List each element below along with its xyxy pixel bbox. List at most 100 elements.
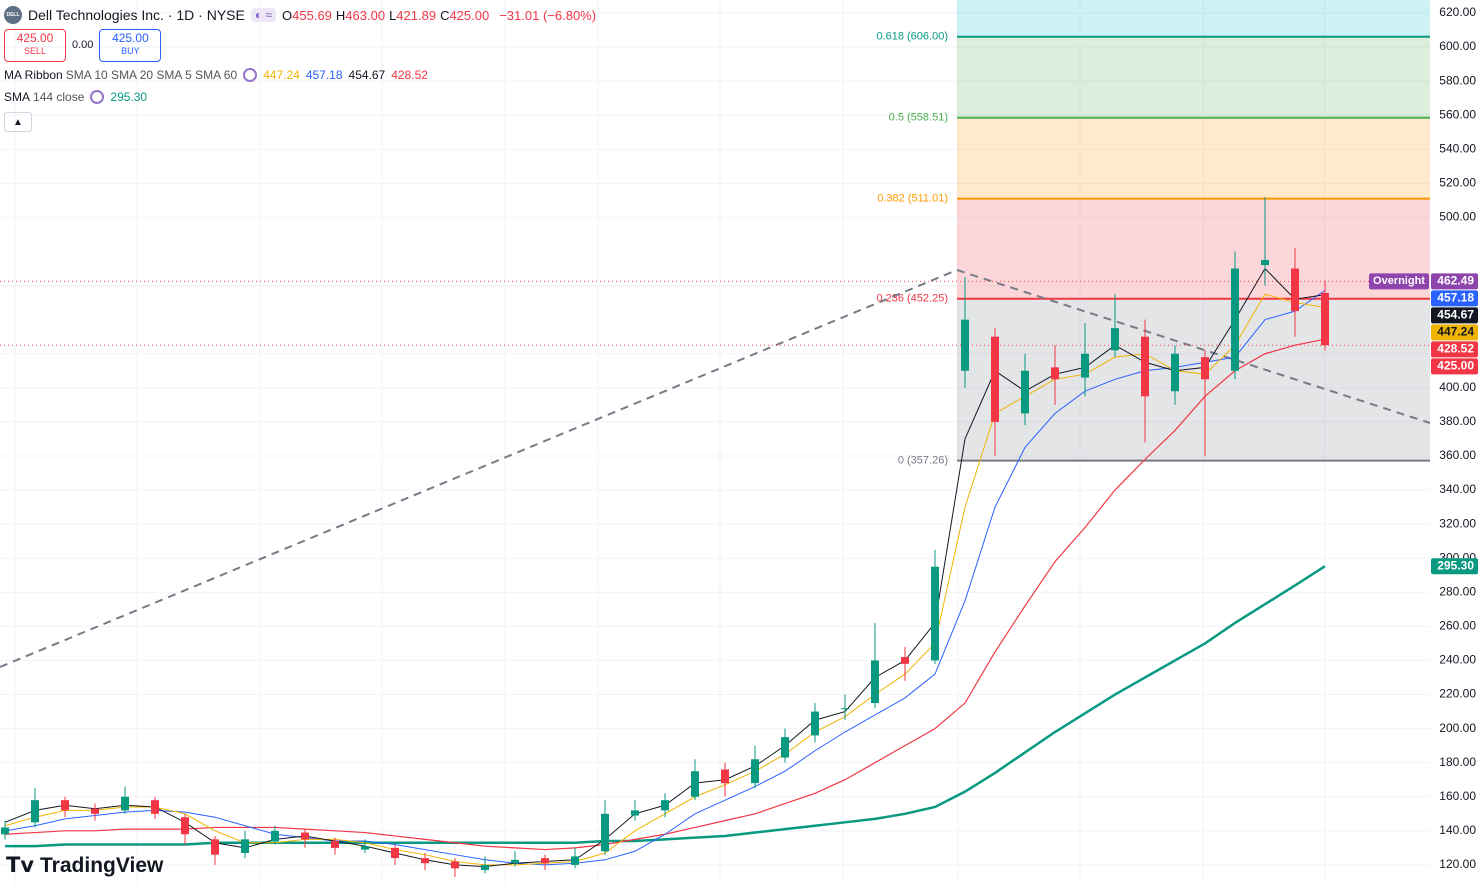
candle-body — [31, 800, 39, 823]
candle-body — [241, 839, 249, 853]
candle-body — [751, 759, 759, 784]
fib-label: 0.236 (452.25) — [876, 293, 948, 305]
candle-body — [661, 800, 669, 811]
spread: 0.00 — [72, 39, 94, 51]
indicator-value: 454.67 — [348, 68, 386, 82]
price-badge — [1431, 273, 1478, 290]
candle-body — [1141, 336, 1149, 397]
price-badge-label: 454.67 — [1437, 308, 1474, 322]
indicator-value: 447.24 — [263, 68, 300, 82]
ohlc-value: 463.00 — [345, 7, 386, 23]
candle-body — [781, 737, 789, 758]
indicator-name: SMA — [4, 90, 31, 104]
y-tick-label: 240.00 — [1439, 653, 1476, 667]
price-badge-label: 457.18 — [1437, 291, 1474, 305]
buy-button[interactable]: 425.00 BUY — [99, 28, 162, 62]
buy-label: BUY — [121, 46, 140, 56]
ohlc-key: L — [389, 7, 397, 23]
y-tick-label: 380.00 — [1439, 414, 1476, 428]
candle-body — [901, 657, 909, 664]
indicator-icon — [243, 68, 258, 82]
y-tick-label: 260.00 — [1439, 619, 1476, 633]
candle-body — [391, 847, 399, 859]
price-badge — [1431, 558, 1478, 575]
y-tick-label: 160.00 — [1439, 789, 1476, 803]
ma-line — [5, 565, 1326, 848]
symbol-row: DELL Dell Technologies Inc. · 1D · NYSE … — [4, 4, 596, 26]
candle-body — [811, 711, 819, 736]
brand-icon: 𝗧𝘃 — [6, 854, 35, 877]
candle-body — [1111, 328, 1119, 351]
buy-price: 425.00 — [112, 31, 149, 45]
change: −31.01 (−6.80%) — [499, 7, 597, 23]
candle-body — [1261, 260, 1269, 266]
y-tick-label: 600.00 — [1439, 39, 1476, 53]
price-badge — [1431, 341, 1478, 358]
y-tick-label: 340.00 — [1439, 482, 1476, 496]
badge-tag — [1369, 273, 1429, 290]
y-tick-label: 320.00 — [1439, 516, 1476, 530]
y-tick-label: 520.00 — [1439, 176, 1476, 190]
candle-body — [361, 846, 369, 850]
collapse-button[interactable]: ▲ — [4, 112, 32, 132]
candle-body — [511, 859, 519, 864]
y-tick-label: 500.00 — [1439, 210, 1476, 224]
ohlc-key: C — [440, 7, 450, 23]
candle-body — [1021, 370, 1029, 414]
candle-body — [961, 319, 969, 371]
indicator-row: SMA 144 close 295.30 — [4, 86, 596, 108]
trend-line — [0, 269, 958, 668]
y-tick-label: 200.00 — [1439, 721, 1476, 735]
y-tick-label: 140.00 — [1439, 823, 1476, 837]
price-badge — [1431, 324, 1478, 341]
sell-button[interactable]: 425.00 SELL — [4, 28, 66, 62]
price-badge — [1431, 290, 1478, 307]
indicator-row: MA Ribbon SMA 10 SMA 20 SMA 5 SMA 60 447.2… — [4, 64, 596, 86]
candle-body — [181, 817, 189, 835]
brand: 𝗧𝘃 TradingView — [6, 853, 163, 878]
trade-row: 425.00 SELL 0.00 425.00 BUY — [4, 26, 596, 64]
candle-body — [691, 771, 699, 797]
y-tick-label: 580.00 — [1439, 73, 1476, 87]
price-badge-label: 462.49 — [1437, 274, 1474, 288]
indicator-icon — [90, 90, 105, 104]
candle-body — [421, 858, 429, 864]
fib-label: 0.382 (511.01) — [877, 193, 948, 205]
fib-band — [957, 298, 1430, 461]
candle-body — [1171, 353, 1179, 392]
candle-body — [871, 660, 879, 704]
candle-body — [481, 864, 489, 871]
ohlc-key: O — [282, 7, 293, 23]
y-tick-label: 180.00 — [1439, 755, 1476, 769]
legend: DELL Dell Technologies Inc. · 1D · NYSE … — [4, 4, 596, 132]
sell-price: 425.00 — [16, 31, 54, 45]
fib-band — [957, 117, 1430, 199]
candle-body — [1321, 292, 1329, 346]
symbol: Dell Technologies Inc. · 1D · NYSE — [28, 7, 245, 23]
candle-body — [721, 769, 729, 784]
price-badge — [1431, 358, 1478, 375]
y-tick-label: 220.00 — [1439, 687, 1476, 701]
candle-body — [1081, 353, 1089, 378]
candle-body — [541, 858, 549, 864]
fib-label: 0.618 (606.00) — [876, 31, 948, 43]
candle-body — [61, 800, 69, 811]
y-tick-label: 560.00 — [1439, 107, 1476, 121]
price-badge-label: 295.30 — [1437, 558, 1474, 572]
icons[interactable]: ◐ ≈ — [250, 8, 277, 22]
candle-body — [631, 810, 639, 816]
candle-body — [1051, 367, 1059, 380]
candle-body — [91, 808, 99, 814]
candle-body — [601, 813, 609, 852]
candle-body — [931, 566, 939, 661]
fib-band — [957, 36, 1430, 118]
fib-label: 0 (357.26) — [898, 455, 948, 467]
candle-body — [451, 861, 459, 869]
y-tick-label: 360.00 — [1439, 448, 1476, 462]
brand-text: TradingView — [40, 853, 164, 877]
sell-label: SELL — [23, 46, 47, 56]
price-badge-label: 428.52 — [1437, 342, 1474, 356]
indicator-value: 457.18 — [305, 68, 343, 82]
